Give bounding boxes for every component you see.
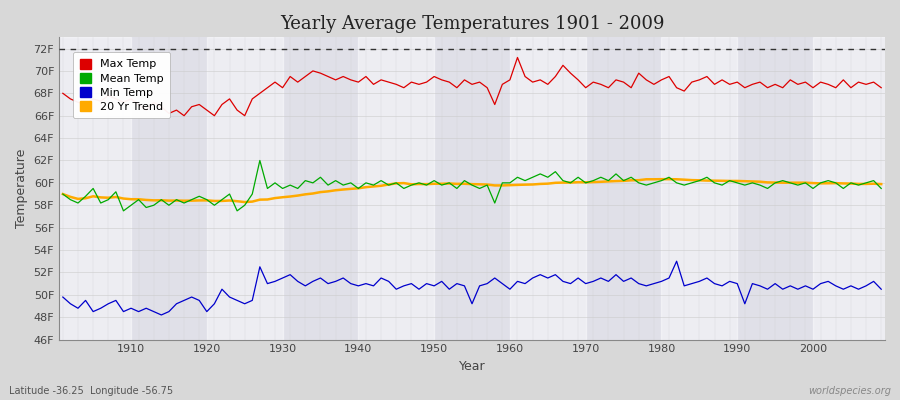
Legend: Max Temp, Mean Temp, Min Temp, 20 Yr Trend: Max Temp, Mean Temp, Min Temp, 20 Yr Tre… — [73, 52, 170, 118]
Text: Latitude -36.25  Longitude -56.75: Latitude -36.25 Longitude -56.75 — [9, 386, 173, 396]
Y-axis label: Temperature: Temperature — [15, 149, 28, 228]
Bar — [55, 37, 131, 340]
Bar — [813, 37, 889, 340]
Bar — [207, 37, 283, 340]
Bar — [510, 37, 586, 340]
Bar — [662, 37, 737, 340]
Title: Yearly Average Temperatures 1901 - 2009: Yearly Average Temperatures 1901 - 2009 — [280, 15, 664, 33]
X-axis label: Year: Year — [459, 360, 485, 373]
Bar — [358, 37, 434, 340]
Text: worldspecies.org: worldspecies.org — [808, 386, 891, 396]
